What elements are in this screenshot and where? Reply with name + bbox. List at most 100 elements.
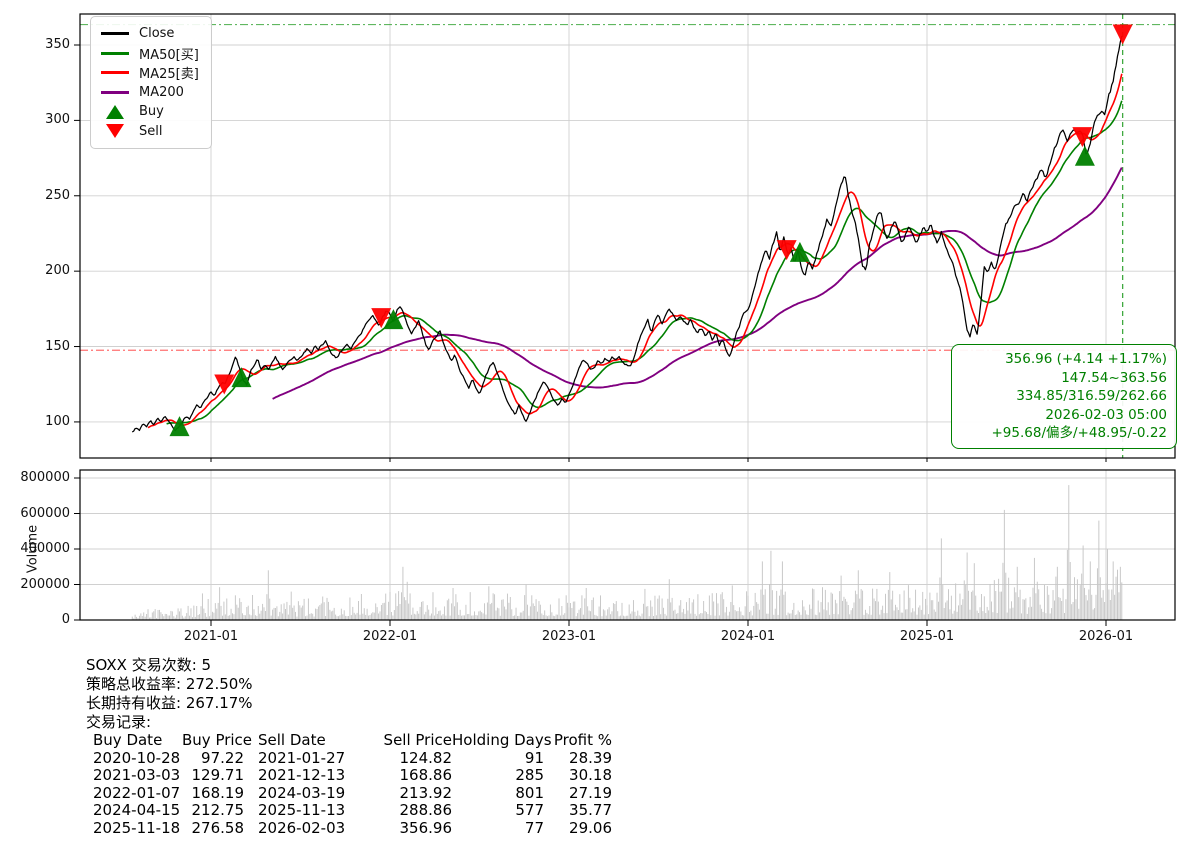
- trade-cell: 29.06: [569, 818, 612, 837]
- x-tick-label: 2023-01: [541, 629, 597, 644]
- annotation-ma-values: 334.85/316.59/262.66: [1016, 388, 1167, 404]
- buy-triangle-icon: [106, 104, 124, 119]
- trade-table: Buy Date Buy Price Sell Date Sell Price Hold…: [86, 731, 612, 837]
- legend-item-ma50: MA50[买]: [101, 44, 199, 64]
- grid-lines: [80, 14, 1175, 621]
- x-tick-label: 2026-01: [1078, 629, 1134, 644]
- legend-item-close: Close: [101, 24, 199, 44]
- trade-cell: 2024-03-19: [258, 783, 346, 802]
- legend-item-sell: Sell: [101, 122, 199, 142]
- buy-marker: [231, 367, 252, 388]
- legend-line-swatch-wrap: [101, 51, 129, 55]
- ma-line-200: [272, 167, 1123, 400]
- trade-cell: 276.58: [191, 818, 245, 837]
- trade-cell: 801: [515, 783, 544, 802]
- annotation-price-change: 356.96 (+4.14 +1.17%): [1005, 351, 1167, 367]
- volume-ytick-label: 800000: [20, 470, 70, 485]
- volume-panel-frame: [79, 469, 1176, 621]
- legend-item-label: Buy: [139, 104, 164, 120]
- trade-cell: 77: [524, 818, 544, 837]
- trade-cell: 2026-02-03: [258, 818, 346, 837]
- sell-marker: [1112, 24, 1133, 45]
- buy-marker: [789, 241, 810, 262]
- trade-cell: 97.22: [201, 748, 244, 767]
- annotation-range: 147.54~363.56: [1061, 369, 1167, 386]
- stat-trades-title: 交易记录:: [86, 713, 152, 731]
- ma-line-50: [166, 100, 1123, 425]
- legend-item-ma200: MA200: [101, 83, 199, 103]
- trade-cell: 2022-01-07: [93, 783, 181, 802]
- x-tick-label: 2024-01: [720, 629, 776, 644]
- legend-line-swatch-wrap: [101, 71, 129, 75]
- sell-marker: [776, 240, 797, 261]
- legend-item-label: MA25[卖]: [139, 67, 199, 83]
- x-tick-label: 2021-01: [183, 629, 239, 644]
- trade-cell: 2025-11-18: [93, 818, 181, 837]
- volume-ytick-label: 600000: [20, 505, 70, 521]
- price-series-lines: [131, 35, 1123, 433]
- buy-marker: [1074, 145, 1095, 166]
- chart-legend: Close MA50[买] MA25[卖] MA200 Buy Sell: [90, 16, 212, 149]
- trade-col-header: Buy Price: [182, 731, 253, 749]
- price-ytick-label: 300: [45, 112, 70, 128]
- sell-triangle-icon: [106, 124, 124, 139]
- trade-cell: 27.19: [569, 783, 612, 802]
- volume-ytick-label: 200000: [20, 576, 70, 592]
- legend-line-swatch: [101, 90, 129, 94]
- trade-cell: 577: [515, 801, 544, 819]
- trade-col-header: Sell Date: [258, 731, 326, 749]
- trade-cell: 356.96: [399, 818, 453, 837]
- legend-marker-swatch-wrap: [101, 104, 129, 119]
- volume-ytick-label: 0: [61, 612, 70, 627]
- trade-cell: 2021-12-13: [258, 766, 346, 784]
- axis-ticks: [74, 44, 1107, 626]
- trade-cell: 168.86: [399, 766, 453, 784]
- legend-item-ma25: MA25[卖]: [101, 63, 199, 83]
- legend-item-buy: Buy: [101, 102, 199, 122]
- annotation-signal: +95.68/偏多/+48.95/-0.22: [991, 425, 1168, 441]
- trade-col-header: Buy Date: [93, 731, 163, 749]
- price-panel-frame: [79, 13, 1176, 459]
- trade-cell: 91: [524, 748, 544, 767]
- stat-trade-count: SOXX 交易次数: 5: [86, 656, 212, 674]
- legend-line-swatch: [101, 71, 129, 75]
- legend-line-swatch: [101, 51, 129, 55]
- trade-cell: 2021-03-03: [93, 766, 181, 784]
- trade-col-header: Holding Days: [452, 731, 552, 749]
- buy-marker: [383, 309, 404, 330]
- trade-cell: 212.75: [191, 801, 245, 819]
- price-ytick-label: 350: [45, 37, 70, 52]
- trade-cell: 288.86: [399, 801, 453, 819]
- price-ytick-label: 100: [45, 413, 70, 429]
- price-ytick-label: 200: [45, 263, 70, 279]
- buy-marker: [169, 416, 190, 437]
- quote-annotation-box: 356.96 (+4.14 +1.17%) 147.54~363.56 334.…: [951, 344, 1177, 449]
- legend-item-label: MA50[买]: [139, 47, 199, 63]
- sell-marker: [214, 374, 235, 395]
- trade-cell: 124.82: [399, 748, 453, 767]
- trade-cell: 285: [515, 766, 544, 784]
- annotation-datetime: 2026-02-03 05:00: [1045, 406, 1167, 423]
- ma-line-25: [147, 73, 1123, 429]
- trade-cell: 2025-11-13: [258, 801, 346, 819]
- stat-buyhold-return: 长期持有收益: 267.17%: [86, 694, 253, 712]
- legend-item-label: MA200: [139, 84, 184, 100]
- price-ytick-label: 150: [45, 338, 70, 354]
- legend-item-label: Sell: [139, 123, 163, 139]
- close-line: [131, 35, 1123, 433]
- trade-cell: 30.18: [569, 766, 612, 784]
- trade-cell: 168.19: [191, 783, 245, 802]
- trade-cell: 2021-01-27: [258, 748, 346, 767]
- trade-cell: 2020-10-28: [93, 748, 181, 767]
- trade-cell: 129.71: [191, 766, 245, 784]
- buy-sell-markers: [169, 24, 1133, 437]
- legend-line-swatch-wrap: [101, 90, 129, 94]
- price-ytick-label: 250: [45, 187, 70, 203]
- legend-marker-swatch-wrap: [101, 124, 129, 139]
- trade-cell: 35.77: [569, 801, 612, 819]
- strategy-stats-block: SOXX 交易次数: 5 策略总收益率: 272.50% 长期持有收益: 267…: [86, 656, 612, 837]
- trade-col-header: Profit %: [553, 731, 612, 749]
- legend-item-label: Close: [139, 26, 175, 42]
- panel-frames: [79, 13, 1176, 621]
